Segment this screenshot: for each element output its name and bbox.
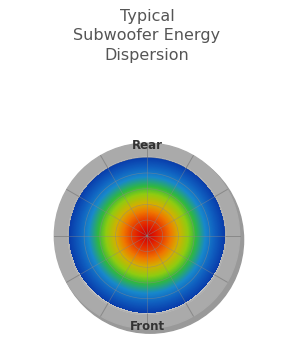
Text: Subwoofer Energy: Subwoofer Energy <box>74 28 220 43</box>
Circle shape <box>69 157 225 314</box>
Circle shape <box>54 143 240 328</box>
Circle shape <box>57 146 244 333</box>
Text: Dispersion: Dispersion <box>105 48 189 63</box>
Text: Typical: Typical <box>120 9 174 24</box>
Text: Front: Front <box>129 320 165 333</box>
Text: Rear: Rear <box>131 139 163 152</box>
